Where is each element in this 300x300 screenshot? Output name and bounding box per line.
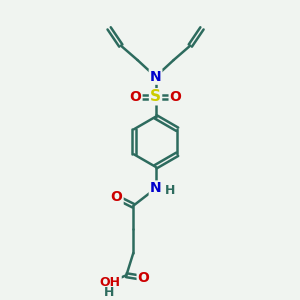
Text: H: H bbox=[164, 184, 175, 197]
Text: N: N bbox=[150, 70, 161, 84]
Text: H: H bbox=[104, 286, 114, 299]
Text: O: O bbox=[130, 90, 142, 104]
Text: S: S bbox=[150, 89, 161, 104]
Text: O: O bbox=[111, 190, 123, 204]
Text: N: N bbox=[150, 182, 161, 196]
Text: O: O bbox=[169, 90, 181, 104]
Text: O: O bbox=[138, 271, 149, 285]
Text: OH: OH bbox=[100, 276, 121, 289]
